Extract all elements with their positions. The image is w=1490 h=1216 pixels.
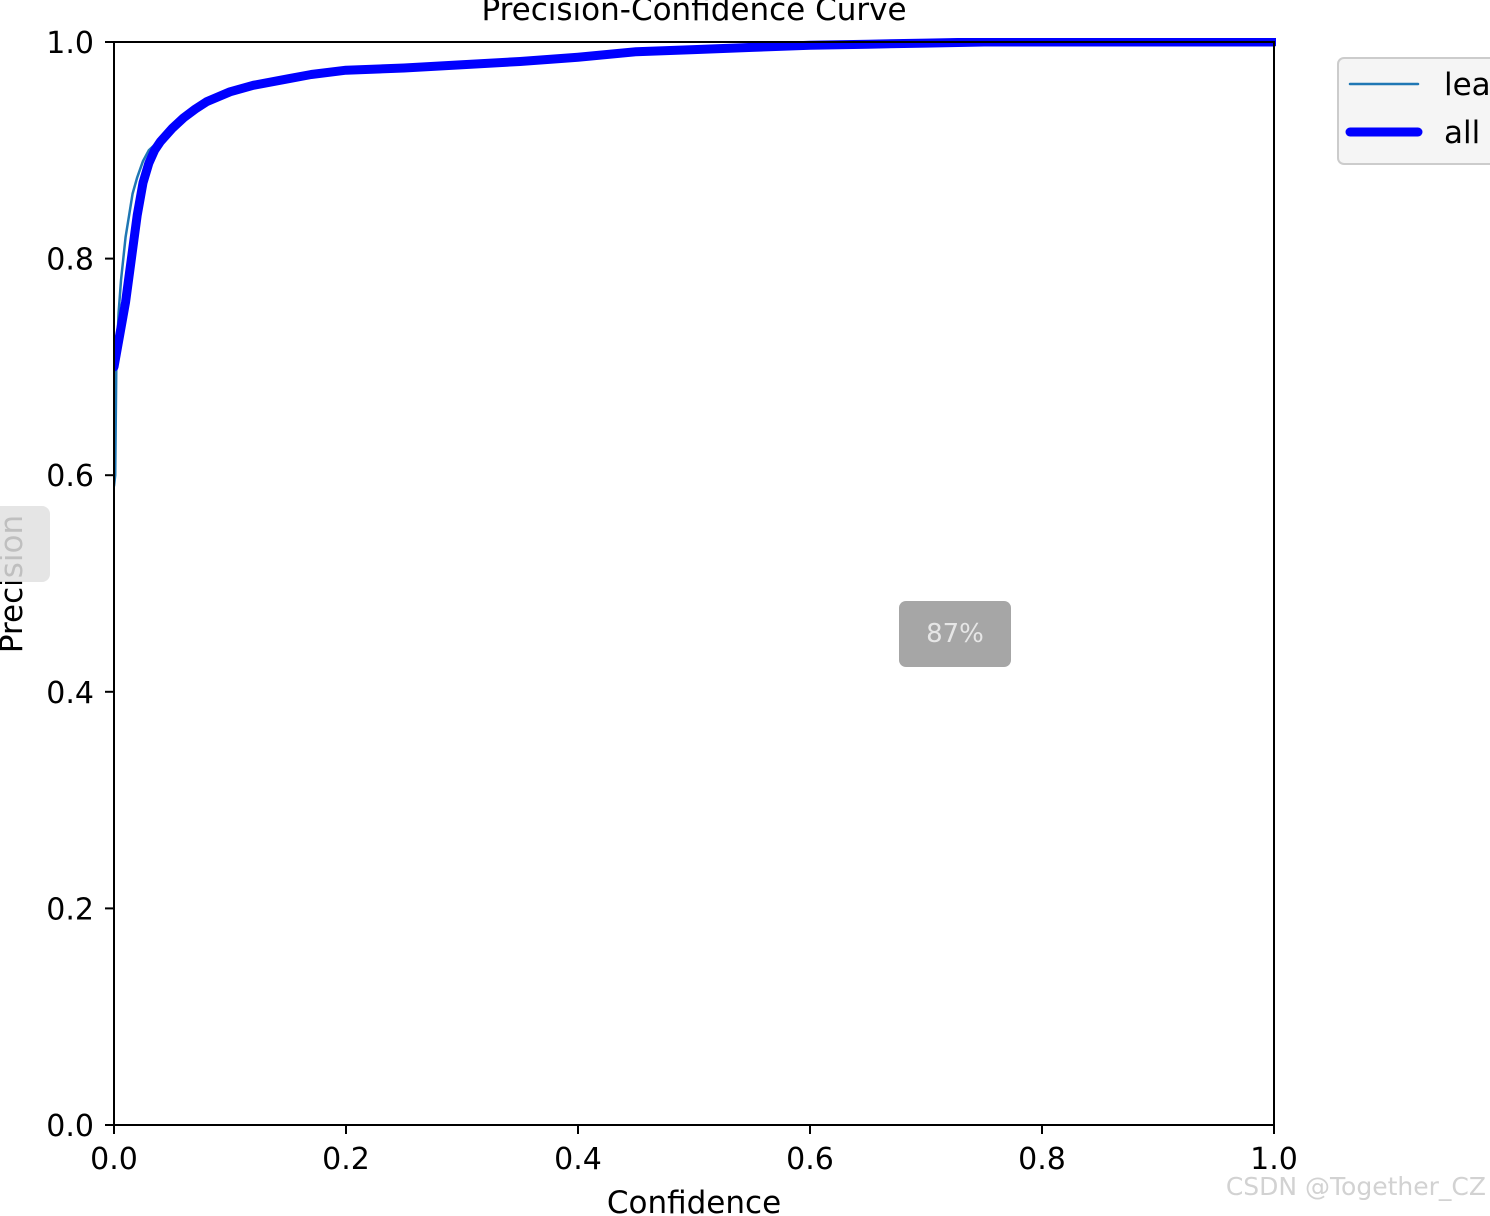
x-tick-label: 0.4 — [554, 1142, 602, 1177]
zoom-level-badge: 87% — [899, 601, 1011, 667]
plot-frame — [113, 41, 1275, 1126]
y-tick-label: 1.0 — [46, 26, 94, 61]
x-tick-label: 0.0 — [90, 1142, 138, 1177]
series-layer — [114, 38, 1276, 488]
y-tick-label: 0.2 — [46, 892, 94, 927]
x-ticks: 0.0 0.2 0.4 0.6 0.8 1.0 — [90, 1125, 1298, 1177]
legend-label-lea: lea — [1444, 67, 1490, 103]
series-line-all — [114, 38, 1276, 372]
series-line-lea — [114, 40, 1276, 488]
x-tick-label: 0.6 — [786, 1142, 834, 1177]
watermark-text: CSDN @Together_CZ — [1225, 1172, 1486, 1201]
y-tick-label: 0.0 — [46, 1109, 94, 1144]
y-ticks: 0.0 0.2 0.4 0.6 0.8 1.0 — [46, 26, 114, 1144]
side-panel-handle[interactable] — [0, 506, 50, 582]
x-tick-label: 1.0 — [1250, 1142, 1298, 1177]
x-tick-label: 0.2 — [322, 1142, 370, 1177]
legend-label-all: all — [1444, 115, 1480, 151]
x-axis-title: Confidence — [607, 1185, 781, 1216]
legend: lea all — [1337, 57, 1490, 165]
y-tick-label: 0.4 — [46, 676, 94, 711]
x-tick-label: 0.8 — [1018, 1142, 1066, 1177]
y-tick-label: 0.6 — [46, 459, 94, 494]
y-tick-label: 0.8 — [46, 243, 94, 278]
chart-title: Precision-Confidence Curve — [481, 0, 906, 28]
